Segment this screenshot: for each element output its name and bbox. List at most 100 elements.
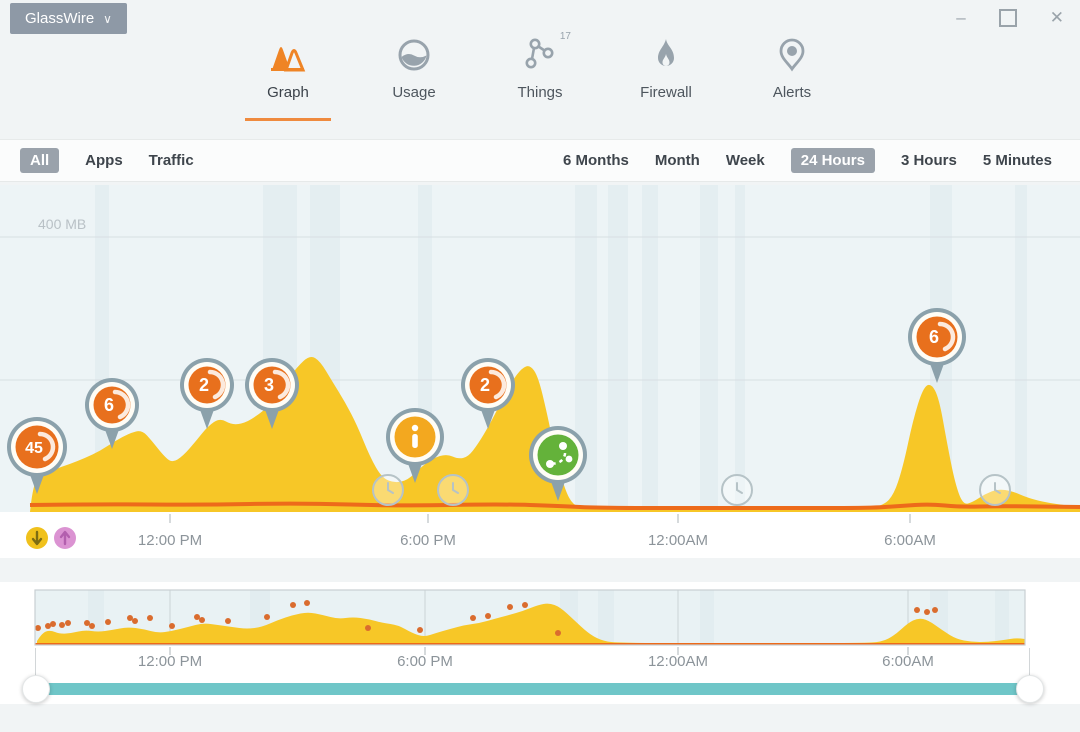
tab-label: Firewall bbox=[640, 84, 692, 101]
alert-count: 2 bbox=[199, 375, 209, 395]
tab-alerts[interactable]: Alerts bbox=[749, 30, 835, 121]
background-band bbox=[1015, 185, 1027, 512]
timeline-box-border bbox=[34, 589, 1026, 646]
range-week[interactable]: Week bbox=[725, 152, 765, 169]
event-dot bbox=[50, 621, 56, 627]
timeline-overview-chart: 12:00 PM 6:00 PM 12:00AM 6:00AM bbox=[34, 589, 1026, 670]
clock-icon bbox=[721, 474, 753, 506]
maximize-button[interactable] bbox=[998, 9, 1017, 27]
event-dot bbox=[290, 602, 296, 608]
event-dot bbox=[89, 623, 95, 629]
event-dot bbox=[417, 627, 423, 633]
things-count-badge: 17 bbox=[559, 31, 571, 42]
time-label: 12:00AM bbox=[648, 532, 708, 549]
graph-icon bbox=[270, 38, 306, 72]
tab-usage[interactable]: Usage bbox=[371, 30, 457, 121]
traffic-graph: 400 MB 12:00 PM 6:00 PM 12:00AM 6:00AM 45 6 2 3 2… bbox=[0, 185, 1080, 558]
clock-icon bbox=[372, 474, 404, 506]
legend-download-icon[interactable] bbox=[26, 527, 48, 549]
event-dot bbox=[169, 623, 175, 629]
alert-count: 2 bbox=[480, 375, 490, 395]
alert-count-pin[interactable]: 6 bbox=[85, 378, 139, 449]
upload-traffic-line bbox=[29, 501, 1080, 511]
alert-count-pin[interactable]: 2 bbox=[461, 358, 515, 429]
background-band bbox=[700, 185, 718, 512]
background-band bbox=[608, 185, 628, 512]
time-label: 12:00AM bbox=[648, 653, 708, 670]
timeline-scrubber-track[interactable] bbox=[36, 683, 1030, 695]
event-dot bbox=[485, 613, 491, 619]
event-dot bbox=[264, 614, 270, 620]
event-dot bbox=[555, 630, 561, 636]
tab-label: Usage bbox=[392, 84, 436, 101]
event-dot bbox=[132, 618, 138, 624]
alert-count-pin[interactable]: 3 bbox=[245, 358, 299, 429]
main-nav: Graph Usage bbox=[0, 30, 1080, 121]
background-band bbox=[575, 185, 597, 512]
time-label: 12:00 PM bbox=[138, 653, 202, 670]
clock-icon bbox=[437, 474, 469, 506]
x-axis-strip bbox=[0, 512, 1080, 558]
y-axis-label: 400 MB bbox=[38, 216, 86, 232]
alerts-icon bbox=[777, 38, 807, 72]
event-dot bbox=[45, 623, 51, 629]
range-month[interactable]: Month bbox=[654, 152, 700, 169]
event-dot bbox=[522, 602, 528, 608]
scope-filters: All Apps Traffic bbox=[20, 148, 194, 173]
event-dot bbox=[924, 609, 930, 615]
event-dot bbox=[105, 619, 111, 625]
chevron-down-icon: ∨ bbox=[103, 11, 112, 26]
event-dot bbox=[147, 615, 153, 621]
scrubber-handle-right[interactable] bbox=[1016, 675, 1044, 703]
time-label: 6:00AM bbox=[884, 532, 936, 549]
event-dot bbox=[35, 625, 41, 631]
background-band bbox=[642, 185, 658, 512]
scrubber-connector-left bbox=[35, 648, 36, 686]
range-6-months[interactable]: 6 Months bbox=[563, 152, 629, 169]
info-marker-pin[interactable] bbox=[386, 408, 444, 483]
filter-traffic[interactable]: Traffic bbox=[148, 152, 194, 169]
background-band bbox=[995, 590, 1009, 645]
background-band bbox=[735, 185, 745, 512]
time-label: 12:00 PM bbox=[138, 532, 202, 549]
active-tab-underline bbox=[245, 118, 331, 121]
event-dot bbox=[365, 625, 371, 631]
time-label: 6:00 PM bbox=[397, 653, 453, 670]
filter-apps[interactable]: Apps bbox=[85, 152, 123, 169]
alert-count: 3 bbox=[264, 375, 274, 395]
close-button[interactable]: ✕ bbox=[1049, 8, 1064, 27]
filter-all[interactable]: All bbox=[20, 148, 60, 173]
tab-firewall[interactable]: Firewall bbox=[623, 30, 709, 121]
event-dot bbox=[194, 614, 200, 620]
range-5-minutes[interactable]: 5 Minutes bbox=[982, 152, 1052, 169]
alert-count-pin[interactable]: 45 bbox=[7, 417, 67, 494]
event-dot bbox=[199, 617, 205, 623]
legend-upload-icon[interactable] bbox=[54, 527, 76, 549]
network-event-pin[interactable] bbox=[529, 426, 587, 501]
tab-label: Alerts bbox=[772, 84, 812, 101]
alert-count-pin[interactable]: 2 bbox=[180, 358, 234, 429]
alert-count-pin[interactable]: 6 bbox=[908, 308, 966, 383]
clock-icon bbox=[979, 474, 1011, 506]
background-band bbox=[598, 590, 614, 645]
app-menu-button[interactable]: GlassWire ∨ bbox=[10, 3, 127, 34]
scrubber-connector-right bbox=[1029, 648, 1030, 686]
event-dot bbox=[225, 618, 231, 624]
tab-graph[interactable]: Graph bbox=[245, 30, 331, 121]
range-filters: 6 Months Month Week 24 Hours 3 Hours 5 M… bbox=[563, 148, 1052, 173]
event-dot bbox=[507, 604, 513, 610]
minimize-button[interactable]: – bbox=[956, 8, 966, 27]
time-label: 6:00AM bbox=[882, 653, 934, 670]
tab-label: Things bbox=[517, 84, 563, 101]
filter-bar: All Apps Traffic 6 Months Month Week 24 … bbox=[0, 139, 1080, 182]
alert-count: 45 bbox=[25, 440, 43, 457]
scrubber-handle-left[interactable] bbox=[22, 675, 50, 703]
range-3-hours[interactable]: 3 Hours bbox=[900, 152, 957, 169]
things-icon: 17 bbox=[523, 31, 571, 72]
event-dot bbox=[932, 607, 938, 613]
event-dot bbox=[65, 620, 71, 626]
window-controls: – ✕ bbox=[956, 8, 1064, 28]
tab-things[interactable]: 17 Things bbox=[497, 30, 583, 121]
range-24-hours[interactable]: 24 Hours bbox=[790, 148, 875, 173]
